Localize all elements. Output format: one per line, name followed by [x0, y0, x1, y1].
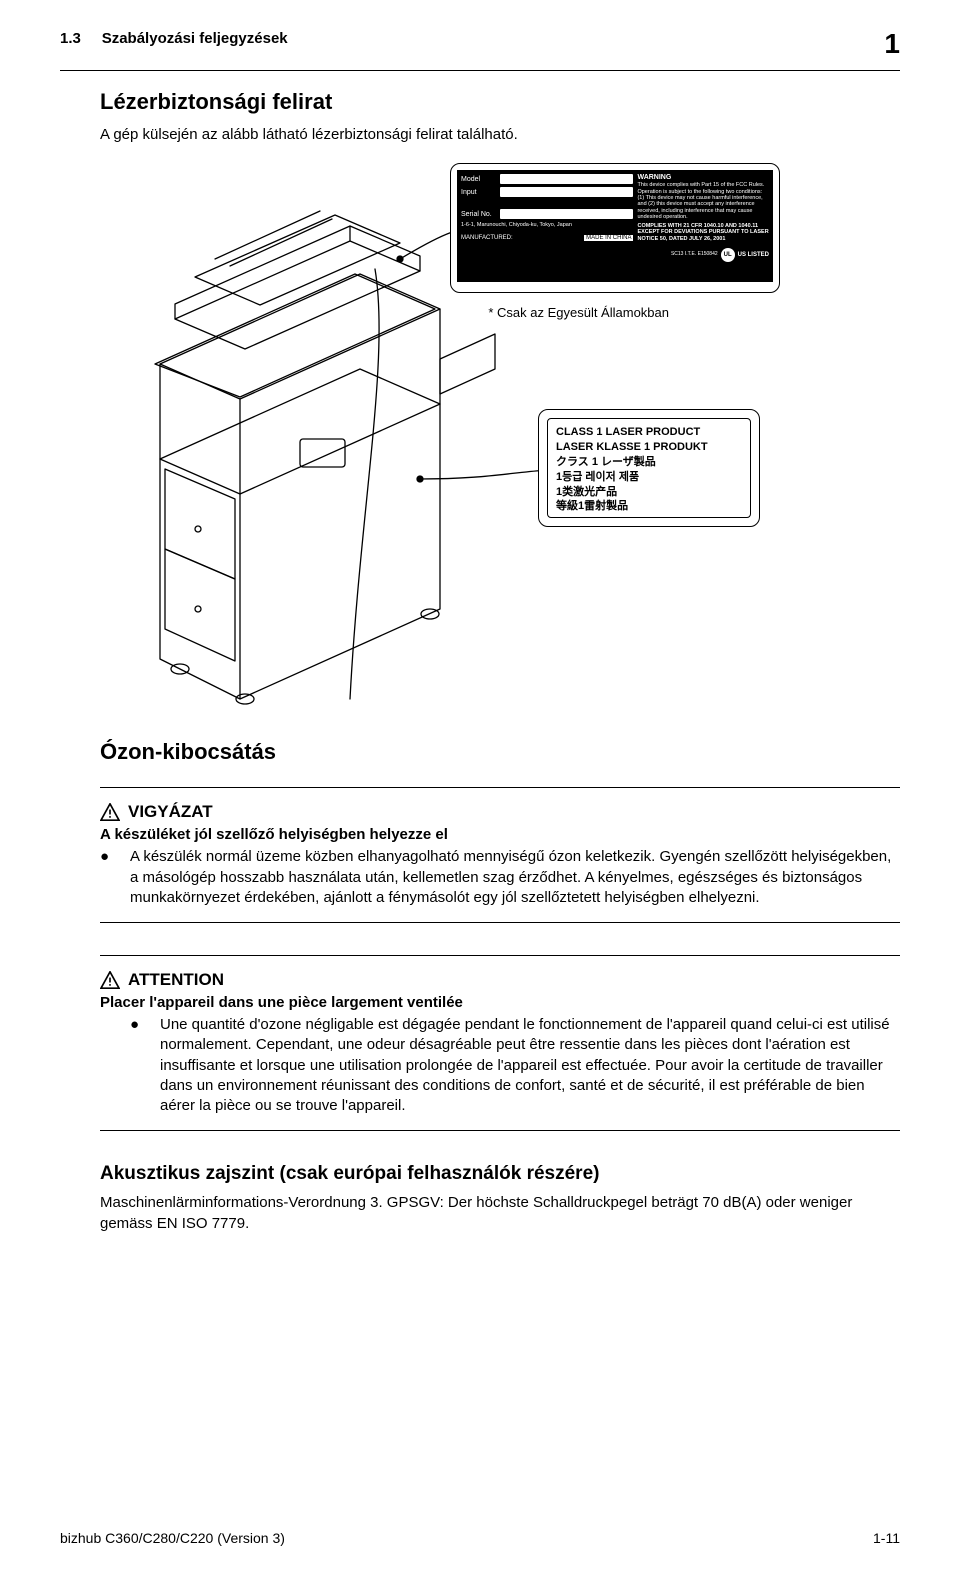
attention-title: ATTENTION [128, 970, 224, 990]
laser-safety-title: Lézerbiztonsági felirat [100, 89, 900, 115]
spec-plate-callout: Model Input Serial No. 1-6-1, Marunouchi… [450, 163, 780, 293]
spec-address: 1-6-1, Marunouchi, Chiyoda-ku, Tokyo, Ja… [461, 222, 633, 228]
laser-safety-intro: A gép külsején az alább látható lézerbiz… [100, 125, 900, 145]
spec-made-label: MADE IN CHINA [584, 235, 633, 241]
spec-field-box [500, 209, 633, 219]
spec-manufactured-label: MANUFACTURED: [461, 235, 513, 241]
spec-warning-title: WARNING [637, 174, 769, 182]
laser-class-callout: CLASS 1 LASER PRODUCT LASER KLASSE 1 PRO… [538, 409, 760, 527]
spec-compliance: COMPLIES WITH 21 CFR 1040.10 AND 1040.11… [637, 223, 769, 242]
usa-only-note: * Csak az Egyesült Államokban [482, 299, 675, 326]
section-header: 1.3 Szabályozási feljegyzések [60, 30, 288, 47]
caution-icon [100, 803, 120, 821]
spec-warning-text: This device complies with Part 15 of the… [637, 182, 769, 220]
caution-bullet: ● A készülék normál üzeme közben elhanya… [100, 847, 900, 908]
attention-heading: ATTENTION [100, 970, 900, 990]
spec-field-box [500, 174, 633, 184]
spec-plate: Model Input Serial No. 1-6-1, Marunouchi… [457, 170, 773, 282]
page-header: 1.3 Szabályozási feljegyzések 1 [60, 30, 900, 58]
section-number: 1.3 [60, 30, 81, 47]
caution-title: VIGYÁZAT [128, 802, 213, 822]
footer-left: bizhub C360/C280/C220 (Version 3) [60, 1530, 285, 1546]
caution-heading: VIGYÁZAT [100, 802, 900, 822]
laser-line-5: 1类激光产品 [556, 485, 742, 500]
divider [100, 787, 900, 788]
spec-field-box [500, 187, 633, 197]
attention-sub: Placer l'appareil dans une pièce largeme… [100, 994, 900, 1011]
spec-listed: US LISTED [738, 252, 769, 259]
divider [100, 1130, 900, 1131]
attention-bullet: ● Une quantité d'ozone négligable est dé… [130, 1015, 900, 1116]
bullet-dot: ● [130, 1015, 140, 1116]
divider [100, 955, 900, 956]
spec-model-label: Model [461, 176, 497, 183]
laser-line-1: CLASS 1 LASER PRODUCT [556, 425, 742, 440]
caution-sub: A készüléket jól szellőző helyiségben he… [100, 826, 900, 843]
divider [60, 70, 900, 71]
section-title: Szabályozási feljegyzések [102, 30, 288, 47]
laser-class-label: CLASS 1 LASER PRODUCT LASER KLASSE 1 PRO… [547, 418, 751, 518]
ozone-title: Ózon-kibocsátás [100, 739, 900, 765]
chapter-number: 1 [884, 30, 900, 58]
divider [100, 922, 900, 923]
caution-para: A készülék normál üzeme közben elhanyago… [130, 847, 900, 908]
ul-mark-icon: UL [721, 248, 735, 262]
page-footer: bizhub C360/C280/C220 (Version 3) 1-11 [60, 1530, 900, 1546]
spec-serial-label: Serial No. [461, 211, 497, 218]
footer-right: 1-11 [873, 1530, 900, 1546]
bullet-dot: ● [100, 847, 110, 908]
printer-figure: Model Input Serial No. 1-6-1, Marunouchi… [100, 159, 800, 719]
attention-para: Une quantité d'ozone négligable est déga… [160, 1015, 900, 1116]
acoustic-para: Maschinenlärminformations-Verordnung 3. … [100, 1193, 900, 1234]
laser-line-6: 等級1雷射製品 [556, 499, 742, 514]
spec-codes: SC13 I.T.E. E150842 [671, 252, 718, 258]
spec-input-label: Input [461, 189, 497, 196]
laser-line-2: LASER KLASSE 1 PRODUKT [556, 440, 742, 455]
laser-line-3: クラス 1 レーザ製品 [556, 455, 742, 470]
acoustic-title: Akusztikus zajszint (csak európai felhas… [100, 1163, 900, 1185]
laser-line-4: 1등급 레이저 제품 [556, 470, 742, 485]
caution-icon [100, 971, 120, 989]
